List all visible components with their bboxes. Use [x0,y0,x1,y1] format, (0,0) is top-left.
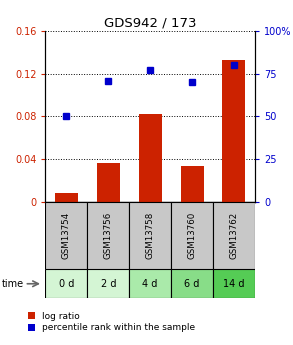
Text: GSM13762: GSM13762 [229,212,239,259]
Title: GDS942 / 173: GDS942 / 173 [104,17,196,30]
Legend: log ratio, percentile rank within the sample: log ratio, percentile rank within the sa… [28,312,195,332]
Text: 14 d: 14 d [223,279,245,289]
Bar [129,269,171,298]
Bar [45,202,87,269]
Text: GSM13758: GSM13758 [146,212,155,259]
Text: 2 d: 2 d [100,279,116,289]
Text: 6 d: 6 d [184,279,200,289]
Bar [55,193,78,202]
Bar [139,114,162,202]
Bar [171,269,213,298]
Bar [129,202,171,269]
Bar [222,60,246,202]
Text: 4 d: 4 d [142,279,158,289]
Text: GSM13760: GSM13760 [188,212,197,259]
Bar [97,164,120,202]
Bar [45,269,87,298]
Bar [213,202,255,269]
Text: GSM13754: GSM13754 [62,212,71,259]
Text: GSM13756: GSM13756 [104,212,113,259]
Bar [87,269,129,298]
Bar [213,269,255,298]
Bar [171,202,213,269]
Bar [180,166,204,202]
Text: time: time [1,279,24,289]
Text: 0 d: 0 d [59,279,74,289]
Bar [87,202,129,269]
